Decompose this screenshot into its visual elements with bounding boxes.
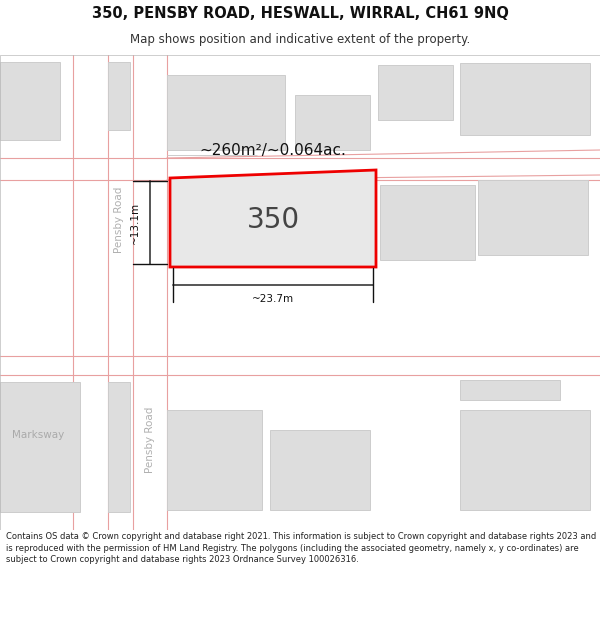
Bar (108, 382, 130, 512)
Bar (167, 75, 285, 150)
Text: Pensby Road: Pensby Road (145, 407, 155, 473)
Text: Marksway: Marksway (12, 430, 64, 440)
Bar (0, 382, 80, 512)
Bar (270, 430, 370, 510)
Bar (378, 65, 453, 120)
Bar (460, 410, 590, 510)
Polygon shape (0, 158, 600, 180)
Text: ~13.1m: ~13.1m (130, 201, 140, 244)
Text: Pensby Road: Pensby Road (113, 187, 124, 253)
Polygon shape (170, 170, 376, 267)
Bar (167, 410, 262, 510)
Bar (380, 185, 475, 260)
Text: Contains OS data © Crown copyright and database right 2021. This information is : Contains OS data © Crown copyright and d… (6, 532, 596, 564)
Polygon shape (0, 356, 600, 375)
Text: 350: 350 (247, 206, 299, 234)
Bar (478, 180, 588, 255)
Bar (460, 63, 590, 135)
Text: ~23.7m: ~23.7m (252, 294, 294, 304)
Polygon shape (73, 55, 108, 530)
Bar (460, 380, 560, 400)
Bar (295, 95, 370, 150)
Text: 350, PENSBY ROAD, HESWALL, WIRRAL, CH61 9NQ: 350, PENSBY ROAD, HESWALL, WIRRAL, CH61 … (92, 6, 508, 21)
Text: ~260m²/~0.064ac.: ~260m²/~0.064ac. (200, 142, 346, 158)
Bar (0, 62, 60, 140)
Text: Map shows position and indicative extent of the property.: Map shows position and indicative extent… (130, 33, 470, 46)
Polygon shape (133, 55, 167, 530)
Bar (108, 62, 130, 130)
